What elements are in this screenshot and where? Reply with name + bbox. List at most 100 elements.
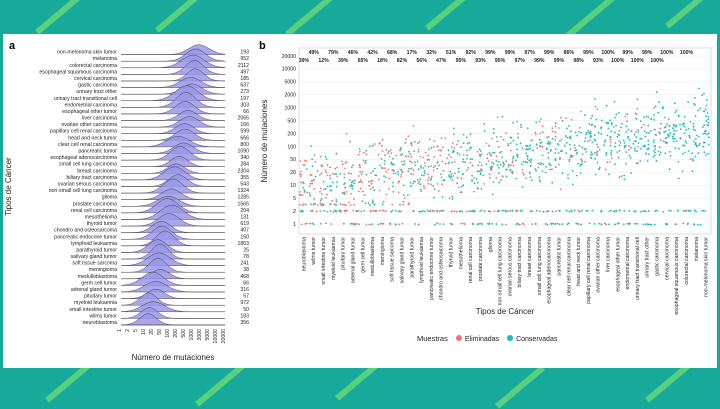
b-pct-top-label: 99% xyxy=(544,50,555,56)
b-point-kept xyxy=(436,222,439,225)
b-point-kept xyxy=(344,186,347,189)
b-point-deleted xyxy=(407,155,410,158)
b-x-tick-label: non-small cell lung carcinoma xyxy=(498,237,504,305)
b-point-kept xyxy=(558,210,561,212)
b-point-deleted xyxy=(334,173,336,175)
b-point-kept xyxy=(512,155,515,158)
b-point-kept xyxy=(428,138,431,141)
b-point-kept xyxy=(687,150,690,152)
b-point-deleted xyxy=(436,209,439,212)
b-point-kept xyxy=(407,194,409,197)
b-pct-top-label: 49% xyxy=(309,50,320,56)
b-point-kept xyxy=(479,172,482,175)
b-point-deleted xyxy=(551,130,554,133)
b-pct-top-label: 100% xyxy=(680,50,694,56)
a-category-label: pancreatic tumor xyxy=(78,149,117,155)
b-x-tick-label: salivary gland tumor xyxy=(400,237,406,284)
b-point-kept xyxy=(605,154,608,156)
b-point-kept xyxy=(605,152,608,154)
b-point-kept xyxy=(529,210,532,213)
b-point-kept xyxy=(308,192,311,195)
a-count-label: 637 xyxy=(240,83,249,89)
a-category-label: chondro and osteosarcoma xyxy=(54,228,117,234)
b-point-kept xyxy=(349,185,351,188)
b-point-kept xyxy=(412,209,415,212)
b-point-kept xyxy=(565,209,568,212)
b-point-kept xyxy=(701,126,704,128)
b-point-deleted xyxy=(399,154,402,156)
b-point-kept xyxy=(610,154,612,156)
b-point-deleted xyxy=(299,175,302,178)
b-point-kept xyxy=(554,157,557,160)
b-point-kept xyxy=(538,138,541,141)
b-point-deleted xyxy=(427,176,430,179)
b-point-kept xyxy=(697,152,700,155)
b-point-kept xyxy=(468,210,471,213)
b-y-axis-title: Número de mutaciones xyxy=(260,100,269,183)
b-point-kept xyxy=(521,147,524,150)
b-point-kept xyxy=(469,133,472,135)
b-point-kept xyxy=(501,209,503,212)
b-point-kept xyxy=(392,181,394,184)
b-point-kept xyxy=(598,166,601,169)
figure-panel: a b Tipos de Cáncer non-melonoma skin tum… xyxy=(3,34,717,368)
b-point-kept xyxy=(452,175,455,177)
ridge-density xyxy=(120,85,226,101)
b-point-kept xyxy=(635,222,638,225)
b-point-kept xyxy=(571,183,574,186)
b-point-kept xyxy=(618,176,621,179)
b-point-kept xyxy=(514,159,517,162)
b-point-deleted xyxy=(555,210,558,213)
b-point-kept xyxy=(324,156,327,158)
b-point-deleted xyxy=(302,203,305,206)
b-point-kept xyxy=(331,181,334,184)
b-point-deleted xyxy=(433,140,436,143)
b-point-kept xyxy=(476,170,479,173)
b-point-kept xyxy=(502,138,505,141)
b-point-deleted xyxy=(535,133,537,136)
b-point-deleted xyxy=(319,202,322,205)
b-point-kept xyxy=(670,210,672,212)
b-point-deleted xyxy=(373,143,376,145)
b-point-deleted xyxy=(453,133,455,136)
b-point-kept xyxy=(329,203,332,206)
b-pct-top-label: 42% xyxy=(367,50,378,56)
b-point-deleted xyxy=(371,199,374,202)
b-pct-top-label: 46% xyxy=(348,50,359,56)
b-point-kept xyxy=(694,96,696,99)
b-point-kept xyxy=(535,143,538,146)
scatter-chart: 1 2 5 10 20 50 100 200 500 1000 2000 5000 10000 20000… xyxy=(260,47,712,316)
b-point-kept xyxy=(336,181,338,183)
b-y-tick-label: 1000 xyxy=(284,105,296,111)
b-point-kept xyxy=(636,98,639,101)
b-point-kept xyxy=(648,153,650,156)
b-point-deleted xyxy=(653,128,656,131)
b-point-kept xyxy=(458,170,460,173)
b-point-deleted xyxy=(419,155,422,158)
b-point-deleted xyxy=(377,178,380,181)
b-point-kept xyxy=(301,210,304,212)
b-point-kept xyxy=(404,141,407,144)
b-point-kept xyxy=(654,148,657,150)
b-point-kept xyxy=(625,131,628,133)
b-point-deleted xyxy=(398,223,400,226)
b-point-kept xyxy=(309,222,311,225)
a-category-label: urinary tract other xyxy=(76,89,117,95)
b-point-kept xyxy=(594,157,597,160)
b-point-deleted xyxy=(418,223,420,226)
a-count-label: 972 xyxy=(240,300,249,306)
b-point-kept xyxy=(379,164,382,167)
b-point-kept xyxy=(554,131,557,133)
a-category-label: head and neck tumor xyxy=(68,135,117,141)
a-category-label: urinary tract transitional cell xyxy=(54,96,117,102)
b-point-deleted xyxy=(383,167,386,170)
b-point-deleted xyxy=(538,144,541,147)
b-point-kept xyxy=(625,125,628,127)
b-point-kept xyxy=(581,163,583,166)
b-point-kept xyxy=(613,100,616,103)
b-point-deleted xyxy=(496,210,499,212)
a-count-label: 1803 xyxy=(237,241,249,247)
b-point-kept xyxy=(647,124,650,127)
b-point-kept xyxy=(695,144,698,147)
b-point-deleted xyxy=(556,222,559,225)
